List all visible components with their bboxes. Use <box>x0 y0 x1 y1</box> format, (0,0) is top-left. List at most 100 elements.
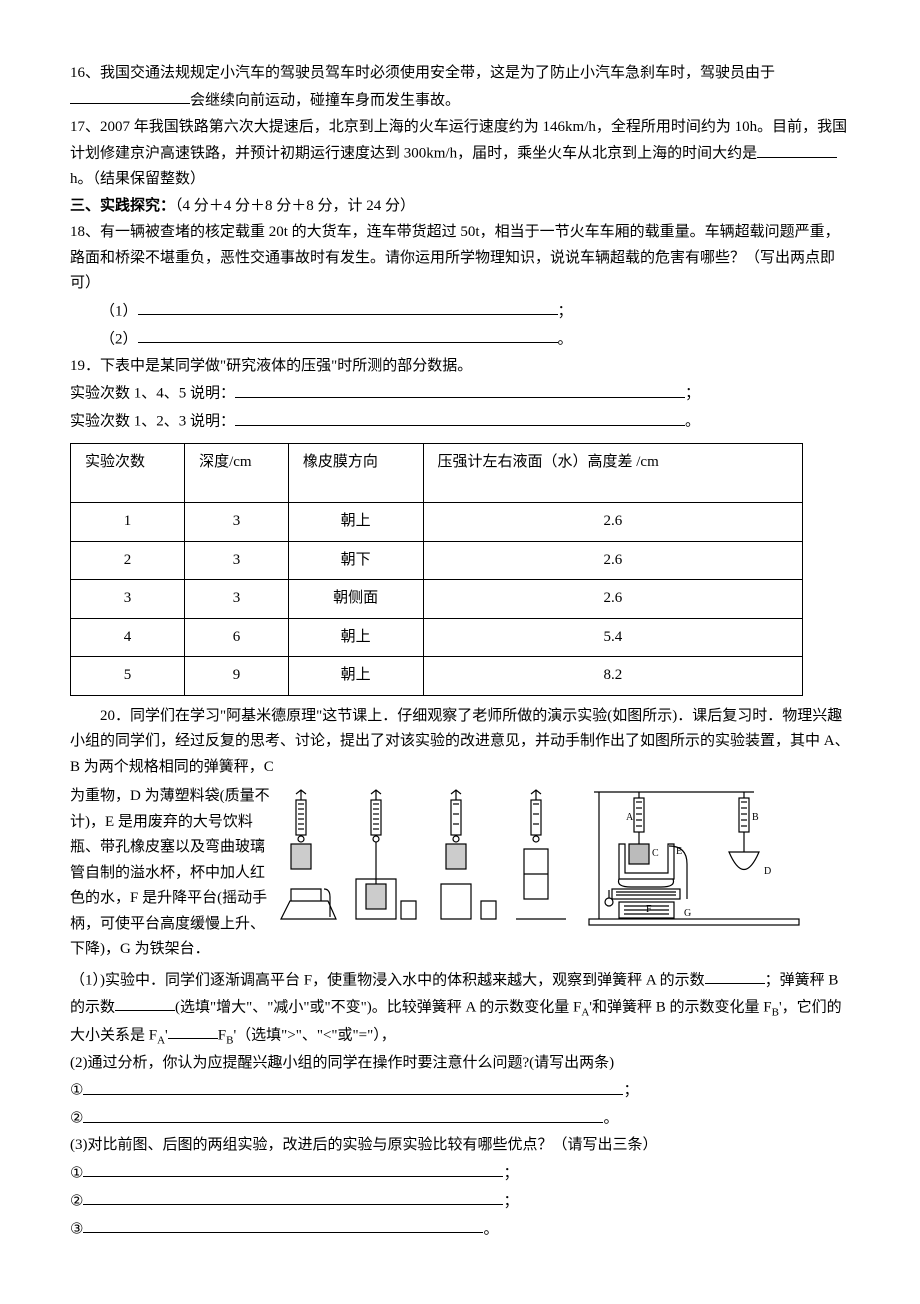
q20-figures: A C E F B D G <box>270 784 806 929</box>
svg-text:C: C <box>652 848 659 859</box>
q19-blank1[interactable] <box>235 380 685 398</box>
q16-b: 会继续向前运动，碰撞车身而发生事故。 <box>190 92 460 108</box>
q18-line1: （1） ； <box>70 298 850 325</box>
q20-blank2-1[interactable] <box>83 1077 623 1095</box>
q19-table: 实验次数 深度/cm 橡皮膜方向 压强计左右液面（水）高度差 /cm 1 3 朝… <box>70 443 803 696</box>
q18-2-prefix: （2） <box>100 331 138 347</box>
sub-a2: A <box>157 1034 165 1046</box>
circ2b: ② <box>70 1193 83 1209</box>
q20-p1c: (选填"增大"、"减小"或"不变")。比较弹簧秤 A 的示数变化量 F <box>175 999 581 1015</box>
improved-apparatus-icon: A C E F B D G <box>584 784 804 929</box>
q20-blank2-2[interactable] <box>83 1105 603 1123</box>
q20-para1: 20．同学们在学习"阿基米德原理"这节课上．仔细观察了老师所做的演示实验(如图所… <box>70 704 850 781</box>
period2: 。 <box>483 1221 498 1237</box>
q20-p2-1: ①； <box>70 1077 850 1104</box>
cell: 2.6 <box>423 541 803 580</box>
q17-blank[interactable] <box>757 140 837 158</box>
cell: 3 <box>71 580 185 619</box>
q20-p1: （1）)实验中．同学们逐渐调高平台 F，使重物浸入水中的体积越来越大，观察到弹簧… <box>70 967 850 1050</box>
q19-line2: 实验次数 1、2、3 说明： 。 <box>70 408 850 435</box>
th-1: 深度/cm <box>185 444 289 503</box>
q18-1-prefix: （1） <box>100 303 138 319</box>
q20-p1g: F <box>218 1027 226 1043</box>
svg-text:G: G <box>684 908 691 919</box>
q20-p3-1: ①； <box>70 1160 850 1187</box>
th-2: 橡皮膜方向 <box>288 444 423 503</box>
q19-blank2[interactable] <box>235 408 685 426</box>
q20-blank-a[interactable] <box>705 967 765 985</box>
q18-blank1[interactable] <box>138 298 558 316</box>
circ1: ① <box>70 1083 83 1099</box>
table-row: 5 9 朝上 8.2 <box>71 657 803 696</box>
cell: 3 <box>185 580 289 619</box>
q20-p2-head: (2)通过分析，你认为应提醒兴趣小组的同学在操作时要注意什么问题?(请写出两条) <box>70 1051 850 1077</box>
q17: 17、2007 年我国铁路第六次大提速后，北京到上海的火车运行速度约为 146k… <box>70 115 850 193</box>
q20-floating: 为重物，D 为薄塑料袋(质量不计)，E 是用废弃的大号饮料瓶、带孔橡皮塞以及弯曲… <box>70 784 270 963</box>
th-0: 实验次数 <box>71 444 185 503</box>
q19-s2: 。 <box>685 414 700 430</box>
q17-b: h。（结果保留整数） <box>70 171 205 187</box>
cell: 5 <box>71 657 185 696</box>
cell: 3 <box>185 541 289 580</box>
cell: 5.4 <box>423 618 803 657</box>
q20-blank3-2[interactable] <box>83 1188 503 1206</box>
table-header: 实验次数 深度/cm 橡皮膜方向 压强计左右液面（水）高度差 /cm <box>71 444 803 503</box>
section3-title: 三、实践探究： <box>70 198 175 214</box>
semi1: ； <box>623 1083 638 1099</box>
q17-a: 17、2007 年我国铁路第六次大提速后，北京到上海的火车运行速度约为 146k… <box>70 119 847 162</box>
circ1b: ① <box>70 1165 83 1181</box>
table-row: 4 6 朝上 5.4 <box>71 618 803 657</box>
q20-blank3-3[interactable] <box>83 1216 483 1234</box>
section3-paren: （4 分＋4 分＋8 分＋8 分，计 24 分） <box>175 198 415 214</box>
q19-l1: 实验次数 1、4、5 说明： <box>70 386 235 402</box>
q18-1-suffix: ； <box>558 303 573 319</box>
q20-p1h: '（选填">"、"<"或"="）， <box>233 1027 395 1043</box>
q20-p2-2: ②。 <box>70 1105 850 1132</box>
svg-text:D: D <box>764 866 771 877</box>
table-row: 3 3 朝侧面 2.6 <box>71 580 803 619</box>
cell: 4 <box>71 618 185 657</box>
svg-text:F: F <box>646 904 652 915</box>
cell: 朝上 <box>288 503 423 542</box>
th-3: 压强计左右液面（水）高度差 /cm <box>423 444 803 503</box>
table-row: 1 3 朝上 2.6 <box>71 503 803 542</box>
cell: 朝下 <box>288 541 423 580</box>
semi2: ； <box>503 1165 518 1181</box>
q16: 16、我国交通法规规定小汽车的驾驶员驾车时必须使用安全带，这是为了防止小汽车急刹… <box>70 61 850 114</box>
q19-s1: ； <box>685 386 700 402</box>
cell: 3 <box>185 503 289 542</box>
experiment-diagram-icon <box>276 789 576 929</box>
q16-a: 16、我国交通法规规定小汽车的驾驶员驾车时必须使用安全带，这是为了防止小汽车急刹… <box>70 65 775 81</box>
q20-blank-rel[interactable] <box>168 1022 218 1040</box>
cell: 9 <box>185 657 289 696</box>
q20-p1d: '和弹簧秤 B 的示数变化量 F <box>589 999 771 1015</box>
cell: 2.6 <box>423 503 803 542</box>
table-row: 2 3 朝下 2.6 <box>71 541 803 580</box>
q18-2-suffix: 。 <box>558 331 573 347</box>
cell: 2 <box>71 541 185 580</box>
q20-p3-3: ③。 <box>70 1216 850 1243</box>
q18-blank2[interactable] <box>138 326 558 344</box>
q20-figure-wrap: 为重物，D 为薄塑料袋(质量不计)，E 是用废弃的大号饮料瓶、带孔橡皮塞以及弯曲… <box>70 784 850 963</box>
cell: 6 <box>185 618 289 657</box>
q16-blank[interactable] <box>70 87 190 105</box>
cell: 2.6 <box>423 580 803 619</box>
q20-blank-b[interactable] <box>115 994 175 1012</box>
circ2: ② <box>70 1111 83 1127</box>
q20-p3-head: (3)对比前图、后图的两组实验，改进后的实验与原实验比较有哪些优点？（请写出三条… <box>70 1133 850 1159</box>
cell: 8.2 <box>423 657 803 696</box>
circ3: ③ <box>70 1221 83 1237</box>
period1: 。 <box>603 1111 618 1127</box>
svg-text:B: B <box>752 812 759 823</box>
cell: 朝上 <box>288 618 423 657</box>
cell: 朝上 <box>288 657 423 696</box>
q20-blank3-1[interactable] <box>83 1160 503 1178</box>
sub-b1: B <box>772 1006 779 1018</box>
q18-line2: （2） 。 <box>70 326 850 353</box>
q19-line1: 实验次数 1、4、5 说明： ； <box>70 380 850 407</box>
cell: 1 <box>71 503 185 542</box>
q18-text: 18、有一辆被查堵的核定载重 20t 的大货车，连车带货超过 50t，相当于一节… <box>70 220 850 297</box>
cell: 朝侧面 <box>288 580 423 619</box>
q20-p1a: （1）)实验中．同学们逐渐调高平台 F，使重物浸入水中的体积越来越大，观察到弹簧… <box>70 972 705 988</box>
q19-l2: 实验次数 1、2、3 说明： <box>70 414 235 430</box>
